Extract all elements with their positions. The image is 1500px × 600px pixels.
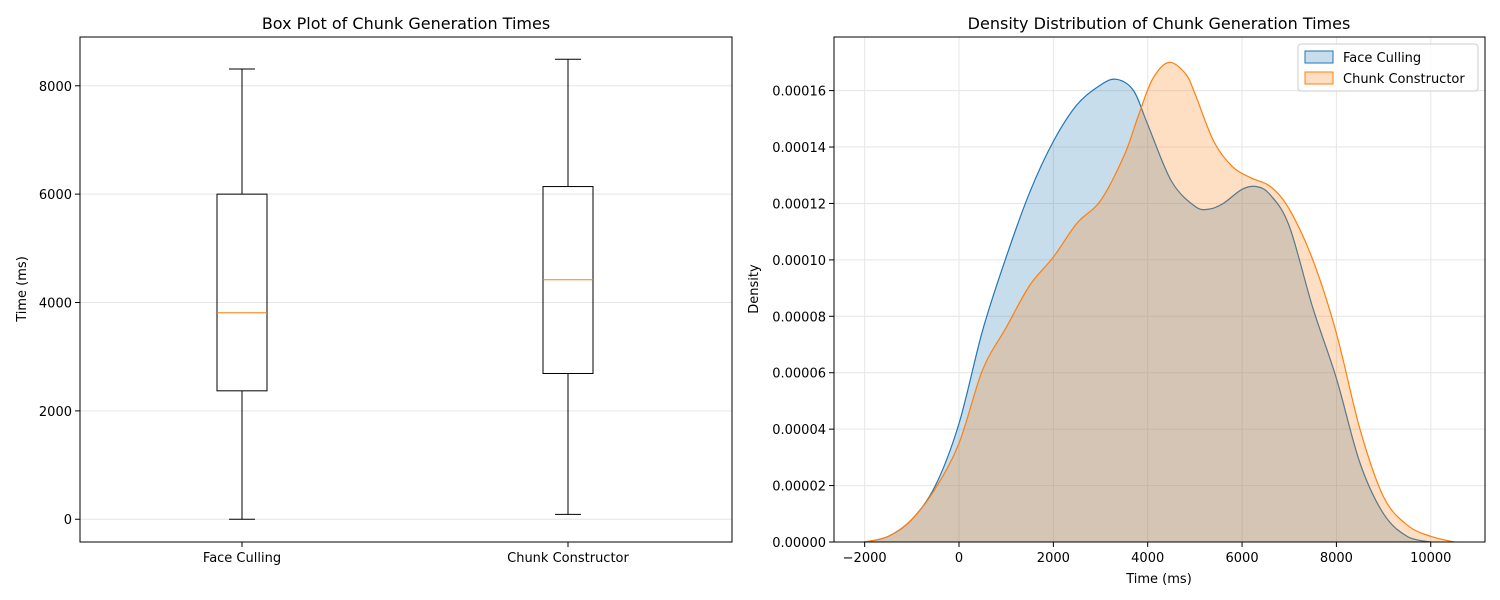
- density-x-axis-label: Time (ms): [1125, 572, 1192, 587]
- box-chunk-constructor: [542, 58, 594, 515]
- box-y-tick-label: 6000: [39, 188, 72, 203]
- box-y-tick-label: 4000: [39, 297, 72, 312]
- density-x-tick-label: 0: [955, 551, 963, 566]
- density-y-tick-label: 0.00014: [772, 141, 826, 156]
- density-x-tick-label: −2000: [843, 551, 887, 566]
- box-iqr: [216, 193, 268, 392]
- box-x-tick-label: Chunk Constructor: [507, 551, 629, 566]
- box-x-tick-label: Face Culling: [203, 551, 281, 566]
- box-plot-x-ticks: Face Culling Chunk Constructor: [203, 542, 630, 566]
- density-y-tick-label: 0.00012: [772, 197, 826, 212]
- density-y-tick-label: 0.00000: [772, 536, 826, 551]
- density-marks: [864, 61, 1455, 543]
- box-plot-title: Box Plot of Chunk Generation Times: [262, 14, 550, 33]
- density-x-tick-label: 4000: [1131, 551, 1164, 566]
- density-area-chunk-constructor: [864, 62, 1455, 542]
- density-y-tick-label: 0.00008: [772, 310, 826, 325]
- legend-swatch-face-culling: [1304, 50, 1334, 64]
- density-y-tick-label: 0.00016: [772, 85, 826, 100]
- box-plot-marks: [216, 58, 594, 520]
- density-x-tick-label: 2000: [1037, 551, 1070, 566]
- density-frame: [833, 36, 1486, 543]
- density-x-tick-label: 6000: [1226, 551, 1259, 566]
- density-legend: Face Culling Chunk Constructor: [1297, 43, 1479, 92]
- density-x-tick-label: 10000: [1410, 551, 1451, 566]
- density-y-ticks: 0.00000 0.00002 0.00004 0.00006 0.00008 0.000…: [772, 85, 834, 551]
- legend-box: [1297, 43, 1479, 92]
- box-plot-y-ticks: 0 2000 4000 6000 8000: [39, 80, 80, 528]
- density-x-tick-label: 8000: [1320, 551, 1353, 566]
- box-y-tick-label: 2000: [39, 405, 72, 420]
- density-title: Density Distribution of Chunk Generation…: [968, 14, 1351, 33]
- density-x-ticks: −2000 0 2000 4000 6000 8000 10000: [843, 542, 1451, 566]
- density-y-tick-label: 0.00010: [772, 254, 826, 269]
- legend-label-face-culling: Face Culling: [1343, 51, 1421, 66]
- box-y-tick-label: 8000: [39, 80, 72, 95]
- box-plot-y-axis-label: Time (ms): [15, 256, 30, 323]
- box-y-tick-label: 0: [64, 513, 72, 528]
- density-line-chunk-constructor: [864, 61, 1455, 543]
- density-y-tick-label: 0.00006: [772, 367, 826, 382]
- density-y-tick-label: 0.00002: [772, 480, 826, 495]
- box-plot-grid: [80, 85, 732, 520]
- box-face-culling: [216, 68, 268, 520]
- box-plot-frame: [79, 36, 733, 543]
- box-plot-chart: Box Plot of Chunk Generation Times 0 2000…: [15, 14, 733, 566]
- legend-label-chunk-constructor: Chunk Constructor: [1343, 72, 1465, 87]
- legend-swatch-chunk-constructor: [1304, 71, 1334, 85]
- density-chart: Density Distribution of Chunk Generation…: [747, 14, 1486, 587]
- density-y-axis-label: Density: [747, 264, 762, 314]
- density-area-face-culling: [864, 79, 1431, 542]
- density-y-tick-label: 0.00004: [772, 423, 826, 438]
- density-line-face-culling: [864, 78, 1431, 543]
